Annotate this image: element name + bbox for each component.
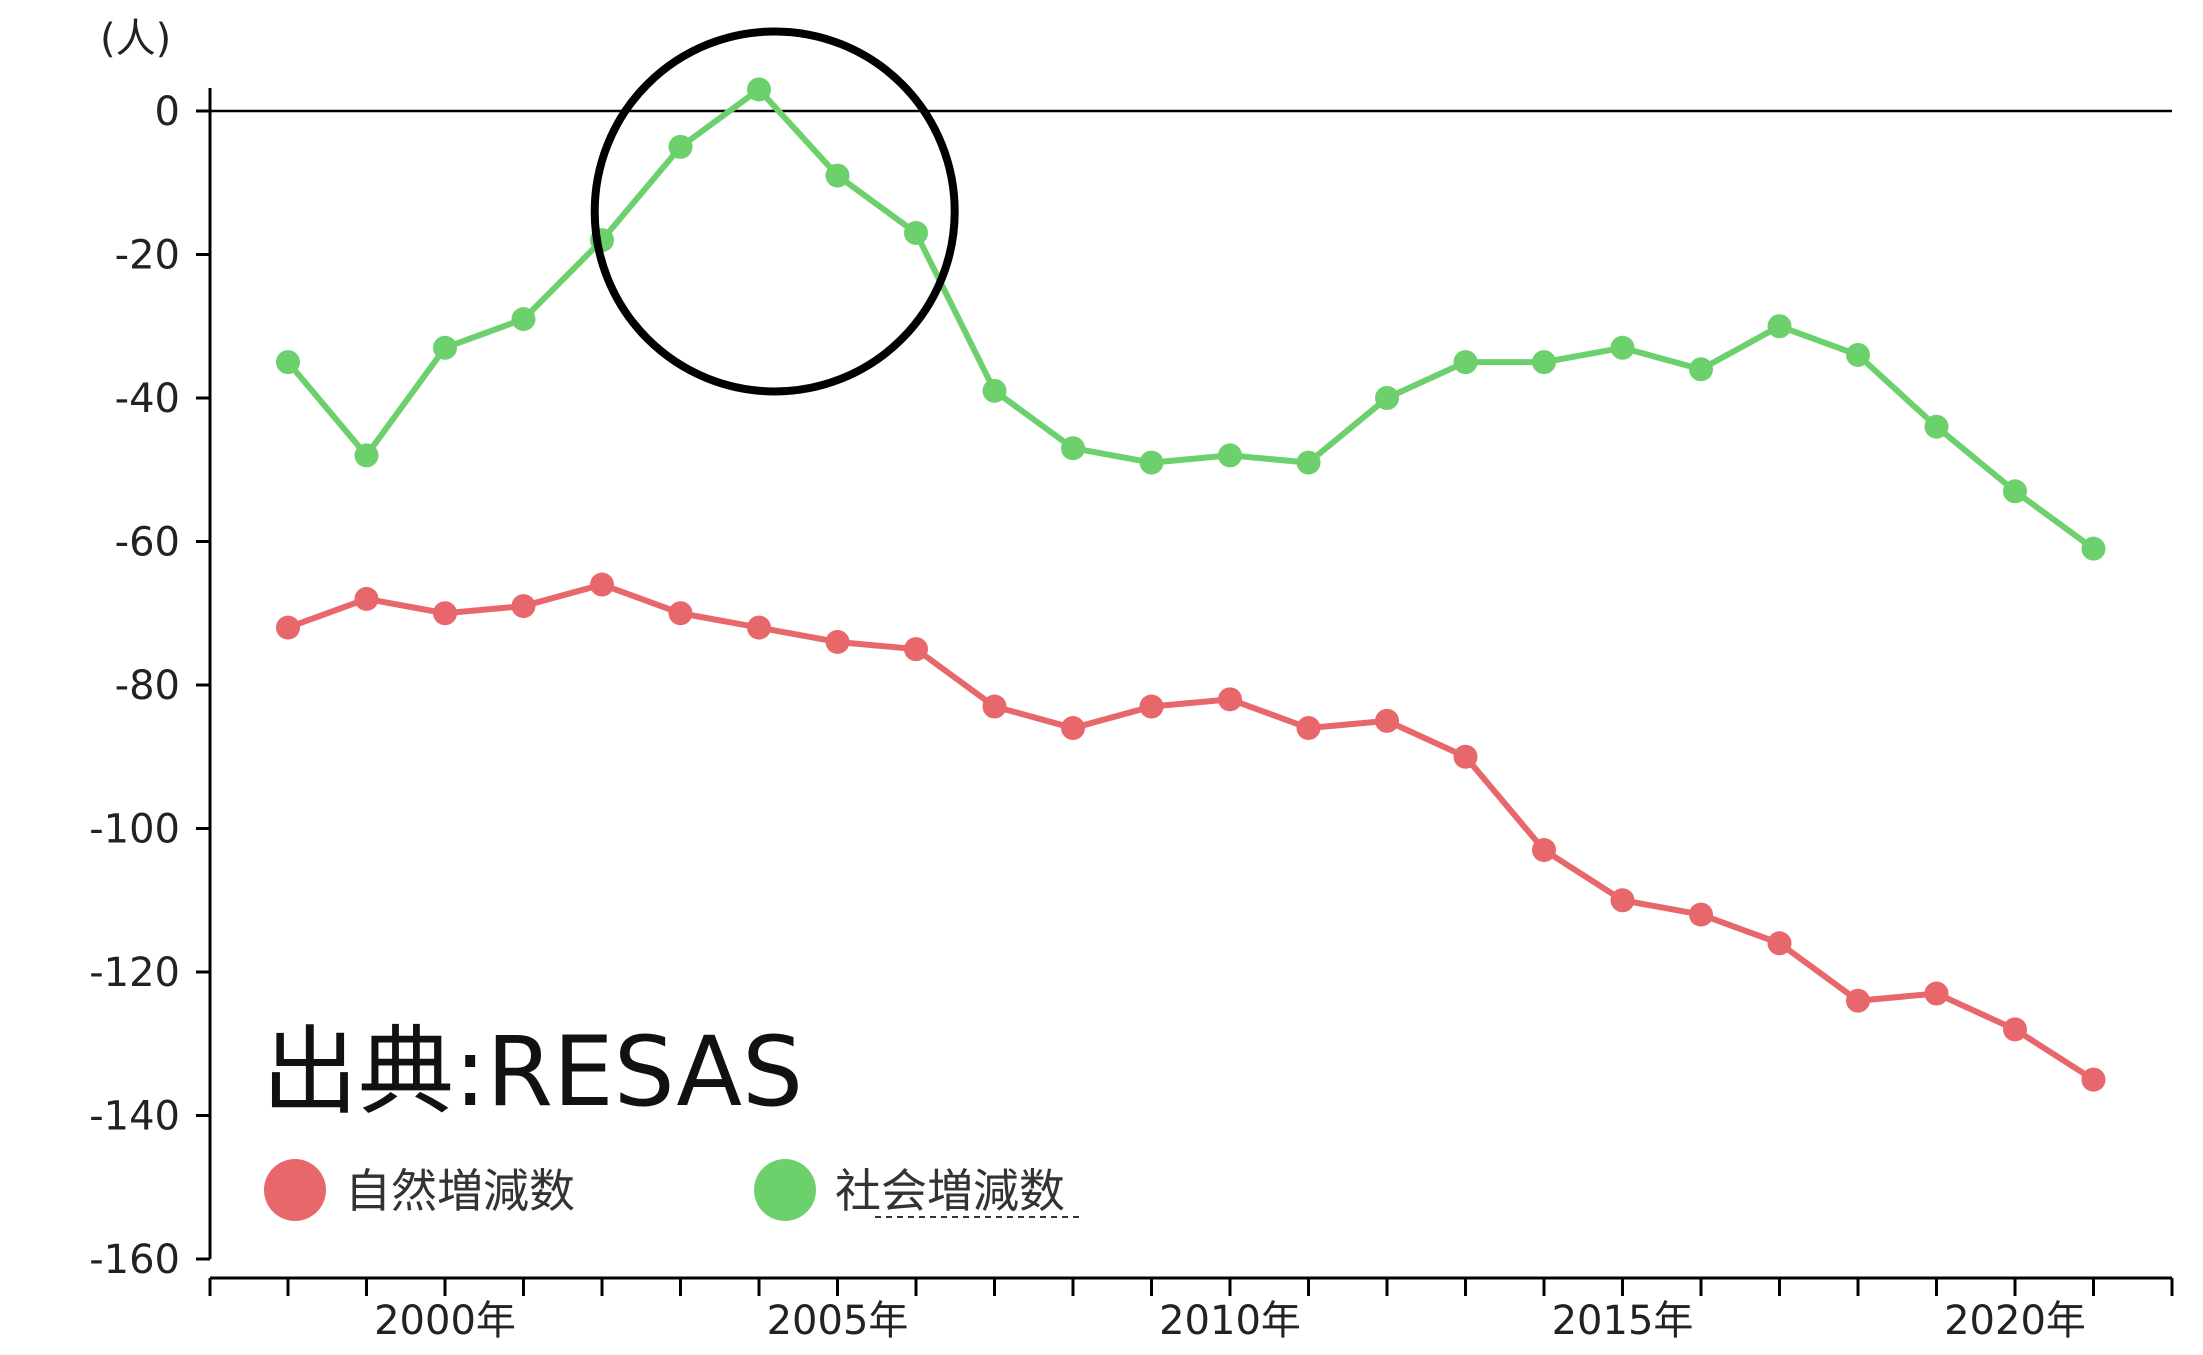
x-tick-label: 2005年 xyxy=(767,1298,909,1344)
data-point xyxy=(747,77,771,102)
y-tick-label: -100 xyxy=(89,807,180,853)
data-point xyxy=(433,335,457,360)
source-label: 出典:RESAS xyxy=(262,1016,803,1128)
data-point xyxy=(668,134,693,159)
annotation-layer xyxy=(590,27,959,396)
data-point xyxy=(2081,536,2106,561)
data-point xyxy=(1218,443,1242,468)
data-point xyxy=(825,629,850,654)
data-point xyxy=(1610,335,1635,360)
data-point xyxy=(1061,716,1085,741)
y-tick-label: -60 xyxy=(115,520,180,566)
series-0 xyxy=(276,572,2106,1092)
data-point xyxy=(1532,350,1556,375)
data-point xyxy=(1453,744,1478,769)
data-point xyxy=(825,163,850,188)
y-tick-label: -140 xyxy=(89,1094,180,1140)
y-tick-label: -120 xyxy=(89,950,180,996)
data-point xyxy=(511,307,536,332)
chart-axes xyxy=(208,88,2172,1280)
data-point xyxy=(1924,981,1949,1006)
data-point xyxy=(1296,716,1321,741)
legend-label-social: 社会増減数 xyxy=(835,1164,1065,1218)
series-1 xyxy=(276,77,2106,561)
y-tick-label: -40 xyxy=(115,376,180,422)
data-point xyxy=(276,615,300,640)
data-point xyxy=(1061,436,1085,461)
y-axis-unit-label: (人) xyxy=(100,16,171,62)
data-point xyxy=(904,220,928,245)
data-point xyxy=(1767,931,1792,956)
x-tick-label: 2010年 xyxy=(1159,1298,1301,1344)
x-tick-label: 2000年 xyxy=(374,1298,516,1344)
data-point xyxy=(433,601,457,626)
data-point xyxy=(1375,708,1399,733)
series-line xyxy=(285,86,2096,552)
series-line xyxy=(286,581,2096,1083)
data-point xyxy=(2081,1067,2106,1092)
data-point xyxy=(1689,357,1713,382)
data-point xyxy=(1846,342,1870,367)
series-layer xyxy=(276,77,2106,1092)
y-tick-label: -80 xyxy=(115,663,180,709)
data-point xyxy=(982,378,1007,403)
data-point xyxy=(904,637,928,662)
data-point xyxy=(511,594,536,619)
data-point xyxy=(1453,350,1478,375)
data-point xyxy=(1139,450,1164,475)
data-point xyxy=(1296,450,1321,475)
data-point xyxy=(1767,314,1792,339)
data-point xyxy=(747,615,771,640)
legend-marker-social xyxy=(754,1159,816,1221)
data-point xyxy=(1846,988,1870,1013)
highlight-circle xyxy=(590,27,959,396)
data-point xyxy=(2003,1017,2027,1042)
legend: 自然増減数 社会増減数 xyxy=(264,1159,1080,1221)
x-axis-ticks: 2000年 2005年 2010年 2015年 2020年 xyxy=(208,1278,2174,1344)
data-point xyxy=(1924,414,1949,439)
y-axis-ticks: 0 -20 -40 -60 -80 -100 -120 -140 -160 xyxy=(89,89,210,1283)
x-tick-label: 2015年 xyxy=(1552,1298,1694,1344)
data-point xyxy=(1139,694,1164,719)
data-point xyxy=(354,586,379,611)
data-point xyxy=(1532,838,1556,863)
data-point xyxy=(1610,888,1635,913)
data-point xyxy=(1689,902,1713,927)
data-point xyxy=(982,694,1007,719)
y-tick-label: -160 xyxy=(89,1237,180,1283)
data-point xyxy=(1218,687,1242,712)
data-point xyxy=(590,572,614,597)
y-tick-label: -20 xyxy=(115,233,180,279)
data-point xyxy=(2003,479,2027,504)
data-point xyxy=(1375,386,1399,410)
data-point xyxy=(276,350,300,375)
legend-marker-natural xyxy=(264,1159,326,1221)
x-tick-label: 2020年 xyxy=(1944,1298,2086,1344)
data-point xyxy=(668,601,693,626)
legend-label-natural: 自然増減数 xyxy=(345,1164,575,1218)
y-tick-label: 0 xyxy=(155,89,180,135)
data-point xyxy=(354,443,379,468)
